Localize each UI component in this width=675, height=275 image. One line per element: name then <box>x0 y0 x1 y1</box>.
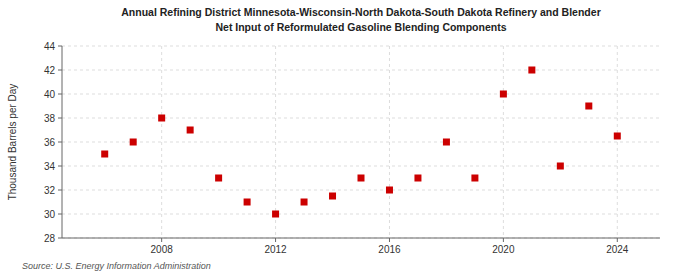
chart: Annual Refining District Minnesota-Wisco… <box>0 0 675 275</box>
tick-y <box>58 46 62 47</box>
tick-label-y: 28 <box>44 233 56 244</box>
tick-label-x: 2020 <box>492 244 515 255</box>
point <box>130 139 137 146</box>
tick-label-y: 42 <box>44 65 56 76</box>
tick-label-x: 2016 <box>378 244 401 255</box>
tick-x <box>161 238 162 242</box>
tick-y <box>58 142 62 143</box>
axes: 28 30 32 34 36 38 40 42 44 2008 2012 2016 2020 2024 <box>44 41 660 256</box>
point <box>614 133 621 140</box>
tick-label-y: 38 <box>44 113 56 124</box>
title: Annual Refining District Minnesota-Wisco… <box>121 6 600 18</box>
point <box>414 175 421 182</box>
point <box>358 175 365 182</box>
subtitle: Net Input of Reformulated Gasoline Blend… <box>215 21 506 33</box>
axis-x <box>62 238 660 239</box>
grid-line-y <box>62 70 660 71</box>
point <box>158 115 165 122</box>
tick-label-y: 32 <box>44 185 56 196</box>
tick-label-y: 36 <box>44 137 56 148</box>
tick-y <box>58 214 62 215</box>
grid-line-y <box>62 46 660 47</box>
point <box>471 175 478 182</box>
source-note: Source: U.S. Energy Information Administ… <box>22 261 211 271</box>
axis-y <box>62 46 63 238</box>
point <box>272 211 279 218</box>
point <box>500 91 507 98</box>
grid-line-x <box>503 46 504 238</box>
grid-line-y <box>62 94 660 95</box>
point <box>329 193 336 200</box>
tick-label-y: 40 <box>44 89 56 100</box>
tick-label-y: 30 <box>44 209 56 220</box>
point <box>187 127 194 134</box>
tick-label-x: 2012 <box>264 244 287 255</box>
tick-y <box>58 190 62 191</box>
tick-y <box>58 94 62 95</box>
tick-y <box>58 238 62 239</box>
point <box>101 151 108 158</box>
grid-line-x <box>617 46 618 238</box>
tick-x <box>389 238 390 242</box>
grid-line-y <box>62 238 660 239</box>
tick-label-y: 44 <box>44 41 56 52</box>
point <box>443 139 450 146</box>
grid-line-y <box>62 166 660 167</box>
tick-y <box>58 118 62 119</box>
grid-line-x <box>275 46 276 238</box>
tick-y <box>58 166 62 167</box>
point <box>557 163 564 170</box>
grid <box>62 46 660 238</box>
point <box>585 103 592 110</box>
grid-line-y <box>62 118 660 119</box>
chart-container: Annual Refining District Minnesota-Wisco… <box>0 0 675 275</box>
points <box>101 67 621 218</box>
tick-x <box>617 238 618 242</box>
grid-line-y <box>62 142 660 143</box>
tick-label-x: 2008 <box>151 244 174 255</box>
point <box>244 199 251 206</box>
point <box>528 67 535 74</box>
point <box>386 187 393 194</box>
grid-line-y <box>62 214 660 215</box>
tick-x <box>503 238 504 242</box>
axis-label-y: Thousand Barrels per Day <box>7 84 18 201</box>
grid-line-y <box>62 190 660 191</box>
tick-y <box>58 70 62 71</box>
grid-line-x <box>389 46 390 238</box>
point <box>301 199 308 206</box>
grid-line-x <box>161 46 162 238</box>
point <box>215 175 222 182</box>
tick-label-x: 2024 <box>606 244 629 255</box>
tick-x <box>275 238 276 242</box>
tick-label-y: 34 <box>44 161 56 172</box>
